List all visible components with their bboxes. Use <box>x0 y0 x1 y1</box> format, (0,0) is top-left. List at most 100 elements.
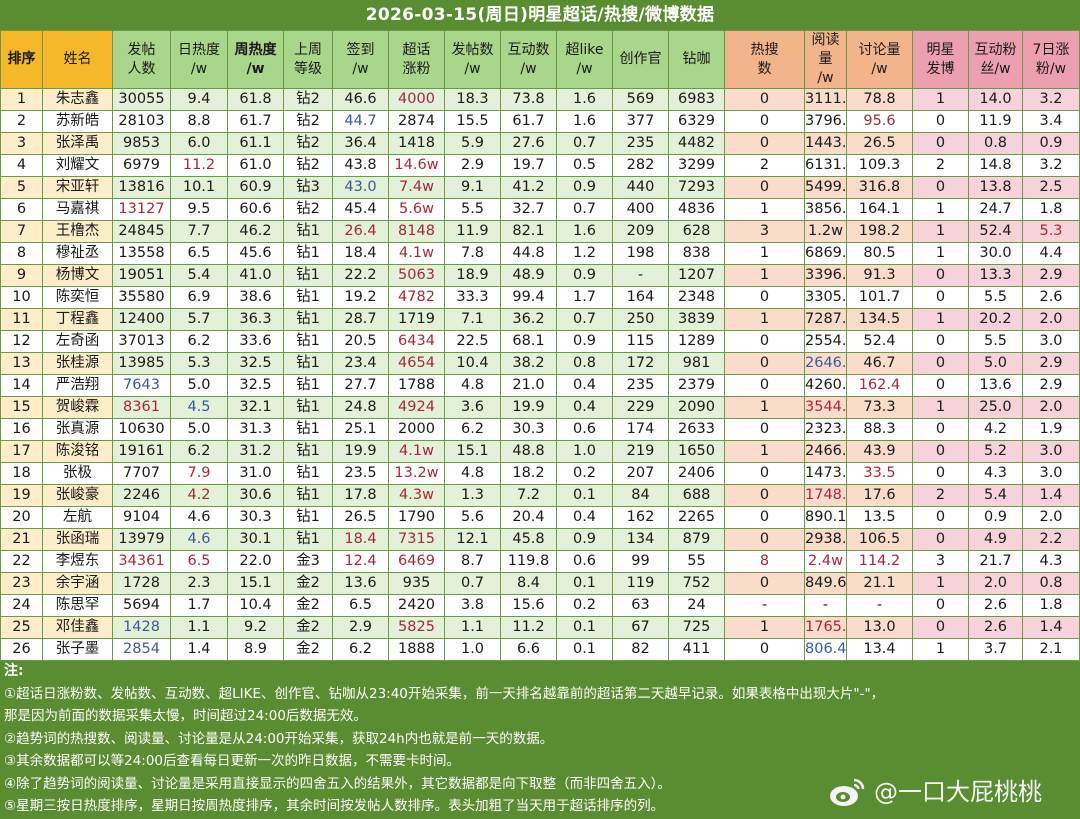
table-cell: 0 <box>912 176 969 199</box>
table-cell: 13.6 <box>332 572 389 595</box>
table-cell: 2646.8 <box>804 352 847 375</box>
table-cell: 1.6 <box>556 110 613 133</box>
table-cell: 24.8 <box>332 396 389 419</box>
table-cell: 3.2 <box>1022 88 1080 111</box>
table-cell: 30.0 <box>968 242 1023 265</box>
table-cell: 7.9 <box>170 462 228 485</box>
column-header: 超like/w <box>556 30 613 89</box>
table-cell: 101.7 <box>846 286 913 309</box>
column-header: 明星 发博 <box>912 30 969 89</box>
table-cell: 1719 <box>388 308 445 331</box>
table-cell: 张真源 <box>42 418 113 441</box>
table-cell: 4000 <box>388 88 445 111</box>
table-cell: 0 <box>912 418 969 441</box>
table-cell: 4.5 <box>170 396 228 419</box>
table-cell: 174 <box>612 418 669 441</box>
table-cell: 1 <box>912 88 969 111</box>
table-cell: 235 <box>612 374 669 397</box>
table-cell: 6.2 <box>332 638 389 661</box>
table-cell: 1443.5 <box>804 132 847 155</box>
table-cell: 838 <box>668 242 725 265</box>
table-cell: 3.8 <box>444 594 501 617</box>
table-cell: 0.1 <box>556 616 613 639</box>
table-cell: 30.3 <box>500 418 557 441</box>
table-cell: 725 <box>668 616 725 639</box>
table-cell: 8.8 <box>170 110 228 133</box>
table-cell: 3.6 <box>444 396 501 419</box>
header-row: 排序 姓名 发帖 人数 日热度/w 周热度/w 上周 等级 签到/w 超话 涨粉 发帖数/w 互动数/w… <box>0 30 1080 89</box>
note-line-3: ③其余数据都可以等24:00后查看每日更新一次的昨日数据，不需要卡时间。 <box>4 753 461 769</box>
table-cell: 24.7 <box>968 198 1023 221</box>
table-cell: 43.9 <box>846 440 913 463</box>
table-cell: 1.1 <box>444 616 501 639</box>
table-cell: 2 <box>912 484 969 507</box>
table-cell: 2.9 <box>1022 264 1080 287</box>
table-row: 24 陈思罕 5694 1.7 10.4 金2 6.5 2420 3.8 15.6 0.2 63 24-… <box>0 594 1080 617</box>
table-cell: 119 <box>612 572 669 595</box>
table-cell: 2.1 <box>1022 638 1080 661</box>
table-cell: 27.6 <box>500 132 557 155</box>
table-cell: 4924 <box>388 396 445 419</box>
table-cell: 752 <box>668 572 725 595</box>
table-cell: 朱志鑫 <box>42 88 113 111</box>
table-cell: 1.7 <box>556 286 613 309</box>
table-cell: 61.7 <box>500 110 557 133</box>
table-cell: 4 <box>0 154 43 177</box>
table-cell: 6469 <box>388 550 445 573</box>
table-row: 8 穆祉丞 13558 6.5 45.6 钻1 18.4 4.1w 7.8 44.8 1.2 198 8… <box>0 242 1080 265</box>
table-cell: 1.4 <box>1022 616 1080 639</box>
table-cell: 7.2 <box>500 484 557 507</box>
table-cell: 0 <box>724 110 805 133</box>
table-cell: 37013 <box>112 330 171 353</box>
table-cell: 2420 <box>388 594 445 617</box>
table-cell: 2.9 <box>1022 352 1080 375</box>
table-cell: 9104 <box>112 506 171 529</box>
table-cell: 9 <box>0 264 43 287</box>
table-cell: 4.1w <box>388 440 445 463</box>
table-cell: 2.0 <box>1022 396 1080 419</box>
table-cell: 1.8 <box>1022 198 1080 221</box>
table-cell: 1.2 <box>556 242 613 265</box>
table-cell: 44.7 <box>332 110 389 133</box>
table-row: 22 李煜东 34361 6.5 22.0 金3 12.4 6469 8.7 119.8 0.6 99… <box>0 550 1080 573</box>
table-cell: 4.3 <box>1022 550 1080 573</box>
table-cell: 3.0 <box>1022 440 1080 463</box>
table-cell: 1 <box>724 396 805 419</box>
table-cell: 1 <box>912 220 969 243</box>
table-cell: 0.9 <box>556 528 613 551</box>
table-cell: 61.1 <box>227 132 284 155</box>
table-cell: 5.5 <box>444 198 501 221</box>
table-cell: 0 <box>912 462 969 485</box>
table-cell: 17.6 <box>846 484 913 507</box>
table-cell: 282 <box>612 154 669 177</box>
table-cell: 0.4 <box>556 506 613 529</box>
table-cell: 440 <box>612 176 669 199</box>
table-cell: 250 <box>612 308 669 331</box>
column-header: 创作官 <box>612 30 669 89</box>
table-cell: 28103 <box>112 110 171 133</box>
table-cell: 2406 <box>668 462 725 485</box>
table-cell: 3.7 <box>968 638 1023 661</box>
table-cell: 1.2w <box>804 220 847 243</box>
table-cell: 44.8 <box>500 242 557 265</box>
table-cell: 43.0 <box>332 176 389 199</box>
column-header: 互动数/w <box>500 30 557 89</box>
table-cell: 1.4 <box>1022 484 1080 507</box>
table-cell: 0.9 <box>556 264 613 287</box>
table-cell: 13127 <box>112 198 171 221</box>
table-cell: 628 <box>668 220 725 243</box>
table-cell: 5.3 <box>1022 220 1080 243</box>
table-cell: 0.7 <box>556 308 613 331</box>
table-cell: 13979 <box>112 528 171 551</box>
table-cell: 钻1 <box>283 286 333 309</box>
table-cell: 1 <box>724 616 805 639</box>
table-cell: 0.7 <box>556 198 613 221</box>
table-cell: 0 <box>724 286 805 309</box>
table-cell: 33.5 <box>846 462 913 485</box>
table-cell: 0 <box>912 352 969 375</box>
table-cell: 82.1 <box>500 220 557 243</box>
table-cell: 32.1 <box>227 396 284 419</box>
table-cell: 25.0 <box>968 396 1023 419</box>
table-cell: 52.4 <box>846 330 913 353</box>
table-cell: 46.7 <box>846 352 913 375</box>
